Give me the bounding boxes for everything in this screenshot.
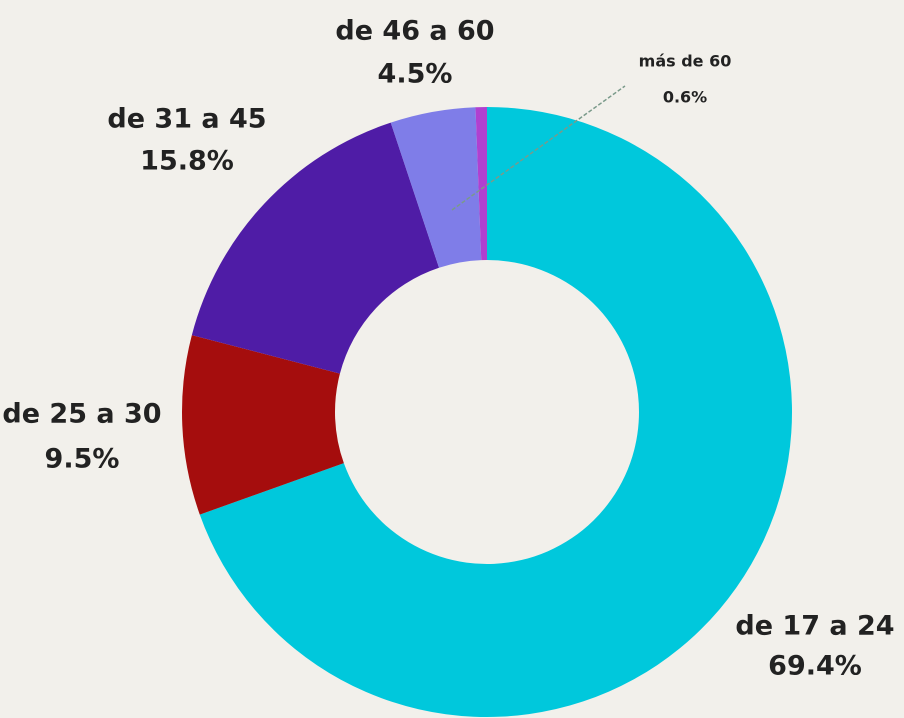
segment-value: 15.8% (140, 146, 234, 177)
donut-segment (199, 107, 792, 717)
segment-label: de 31 a 45 (107, 104, 266, 135)
donut-segment (475, 107, 487, 261)
donut-segment (191, 122, 440, 374)
segment-label: de 46 a 60 (335, 16, 494, 47)
segment-label: de 17 a 24 (735, 611, 894, 642)
donut-segment (390, 107, 482, 268)
segment-label: más de 60 (639, 52, 732, 71)
segment-value: 9.5% (45, 444, 120, 475)
leader-line (451, 85, 626, 211)
segment-value: 4.5% (378, 59, 453, 90)
segment-value: 0.6% (663, 88, 707, 107)
donut-segment (182, 335, 344, 515)
segment-label: de 25 a 30 (2, 399, 161, 430)
segment-value: 69.4% (768, 651, 862, 682)
